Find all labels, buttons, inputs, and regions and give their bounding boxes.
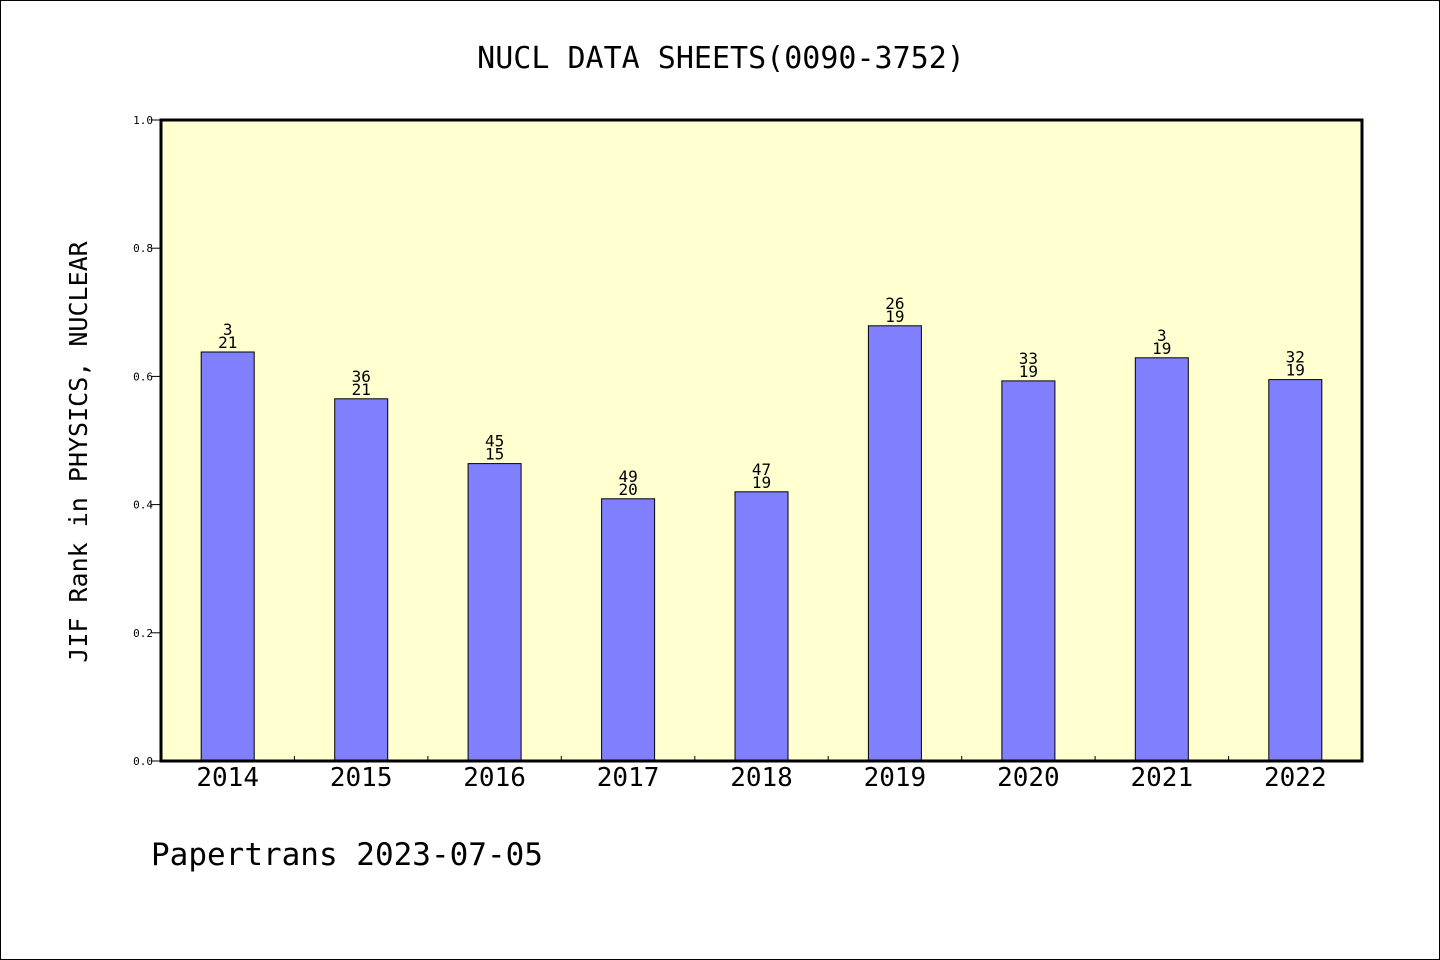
x-tick-label-2018: 2018: [730, 763, 793, 793]
x-tick-label-2014: 2014: [196, 763, 259, 793]
bar-group: [200, 325, 1323, 762]
bar-2016: [467, 463, 522, 762]
data-label-2020-total: 19: [1019, 362, 1038, 381]
bar-2014: [200, 351, 255, 762]
data-label-2017-rank: 49: [618, 467, 637, 486]
data-label-2016-total: 15: [485, 445, 504, 464]
bar-2022: [1268, 379, 1323, 762]
chart-title: NUCL DATA SHEETS(0090-3752): [477, 41, 965, 76]
footer-credit: Papertrans 2023-07-05: [151, 837, 543, 873]
x-tick-label-2021: 2021: [1130, 763, 1193, 793]
x-tick-label-2020: 2020: [997, 763, 1060, 793]
y-tick-label: 0.6: [133, 370, 153, 383]
x-tick-label-2016: 2016: [463, 763, 526, 793]
data-label-2019-total: 19: [885, 307, 904, 326]
data-label-2022-total: 19: [1286, 361, 1305, 380]
bar-2015: [334, 398, 389, 762]
y-axis: 0.0 0.2 0.4 0.6 0.8 1.0: [133, 114, 161, 768]
data-label-2021-total: 19: [1152, 339, 1171, 358]
data-label-2019-rank: 26: [885, 294, 904, 313]
y-tick-label: 1.0: [133, 114, 153, 127]
data-label-2018-total: 19: [752, 473, 771, 492]
data-label-2015-total: 21: [352, 380, 371, 399]
data-label-2014-rank: 3: [223, 320, 233, 339]
data-label-2018-rank: 47: [752, 460, 771, 479]
data-label-2017-total: 20: [618, 480, 637, 499]
data-label-2021-rank: 3: [1157, 326, 1167, 345]
bar-2018: [734, 491, 789, 762]
data-label-2020-rank: 33: [1019, 349, 1038, 368]
bar-2020: [1001, 380, 1056, 762]
data-label-2015-rank: 36: [352, 367, 371, 386]
y-axis-label: JIF Rank in PHYSICS, NUCLEAR: [64, 240, 93, 662]
y-tick-label: 0.4: [133, 499, 153, 512]
x-tick-label-2017: 2017: [597, 763, 660, 793]
data-label-2022-rank: 32: [1286, 348, 1305, 367]
bar-2019: [867, 325, 922, 762]
x-axis: 2014 2015 2016 2017 2018 2019 2020 2021 2022: [196, 756, 1327, 793]
data-label-2014-total: 21: [218, 333, 237, 352]
x-tick-label-2019: 2019: [864, 763, 927, 793]
y-tick-label: 0.2: [133, 627, 153, 640]
y-tick-label: 0.0: [133, 755, 153, 768]
bar-2021: [1134, 357, 1189, 762]
x-tick-label-2022: 2022: [1264, 763, 1327, 793]
y-tick-label: 0.8: [133, 242, 153, 255]
x-tick-label-2015: 2015: [330, 763, 393, 793]
bar-2017: [601, 498, 656, 762]
data-label-2016-rank: 45: [485, 432, 504, 451]
plot-border: [159, 118, 1364, 763]
